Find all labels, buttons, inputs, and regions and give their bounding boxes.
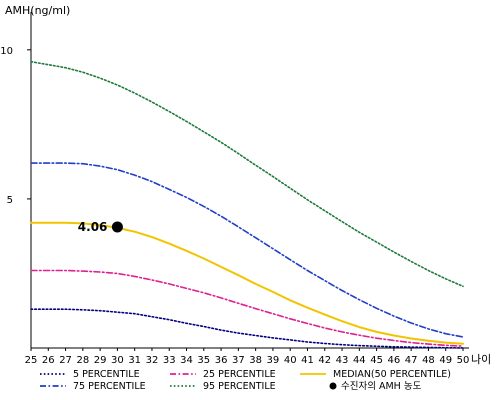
y-tick-label: 5 [7, 195, 13, 206]
patient-amh-value-label: 4.06 [78, 220, 108, 234]
x-tick-label: 33 [163, 355, 176, 366]
y-axis-title: AMH(ng/ml) [5, 4, 70, 17]
x-tick-label: 43 [336, 355, 349, 366]
x-tick-label: 30 [111, 355, 124, 366]
x-tick-label: 25 [25, 355, 38, 366]
x-tick-label: 40 [284, 355, 297, 366]
legend-label-0: 5 PERCENTILE [73, 369, 140, 380]
x-tick-label: 31 [128, 355, 141, 366]
y-ticks: 5 10 [0, 46, 31, 206]
legend-label-5: 수진자의 AMH 농도 [341, 381, 422, 392]
x-tick-label: 41 [301, 355, 314, 366]
x-tick-label: 44 [353, 355, 366, 366]
x-tick-label: 36 [215, 355, 228, 366]
legend-label-1: 25 PERCENTILE [203, 369, 276, 380]
x-tick-label: 42 [318, 355, 331, 366]
series-line-4 [30, 60, 464, 288]
x-tick-label: 49 [439, 355, 452, 366]
patient-amh-marker [111, 221, 123, 233]
series-line-1 [30, 269, 464, 348]
x-tick-label: 34 [180, 355, 193, 366]
series-layer [30, 60, 464, 349]
legend-label-2: MEDIAN(50 PERCENTILE) [333, 369, 451, 380]
axes: AMH(ng/ml) 나이 [5, 4, 491, 366]
legend-label-3: 75 PERCENTILE [73, 381, 146, 392]
x-tick-label: 48 [422, 355, 435, 366]
legend-swatch-marker [329, 382, 337, 390]
marker-layer: 4.06 [78, 220, 123, 234]
x-tick-label: 50 [457, 355, 470, 366]
x-tick-label: 39 [267, 355, 280, 366]
legend: 5 PERCENTILE 25 PERCENTILE MEDIAN(50 PERCE… [40, 369, 451, 392]
legend-label-4: 95 PERCENTILE [203, 381, 276, 392]
x-axis-title: 나이 [471, 353, 491, 366]
x-tick-label: 29 [94, 355, 107, 366]
x-tick-label: 32 [146, 355, 159, 366]
series-line-3 [30, 162, 464, 338]
x-tick-label: 35 [197, 355, 210, 366]
x-tick-label: 26 [42, 355, 55, 366]
x-tick-label: 38 [249, 355, 262, 366]
y-tick-label: 10 [0, 46, 13, 57]
series-line-2 [30, 221, 464, 345]
series-line-0 [30, 308, 464, 349]
x-tick-label: 45 [370, 355, 383, 366]
x-tick-label: 28 [76, 355, 89, 366]
x-tick-label: 27 [59, 355, 72, 366]
x-ticks: 25 26 27 28 29 30 31 32 33 34 35 36 37 38 39 40 41 42 43 44… [25, 348, 470, 366]
x-tick-label: 46 [388, 355, 401, 366]
x-tick-label: 37 [232, 355, 245, 366]
x-tick-label: 47 [405, 355, 418, 366]
